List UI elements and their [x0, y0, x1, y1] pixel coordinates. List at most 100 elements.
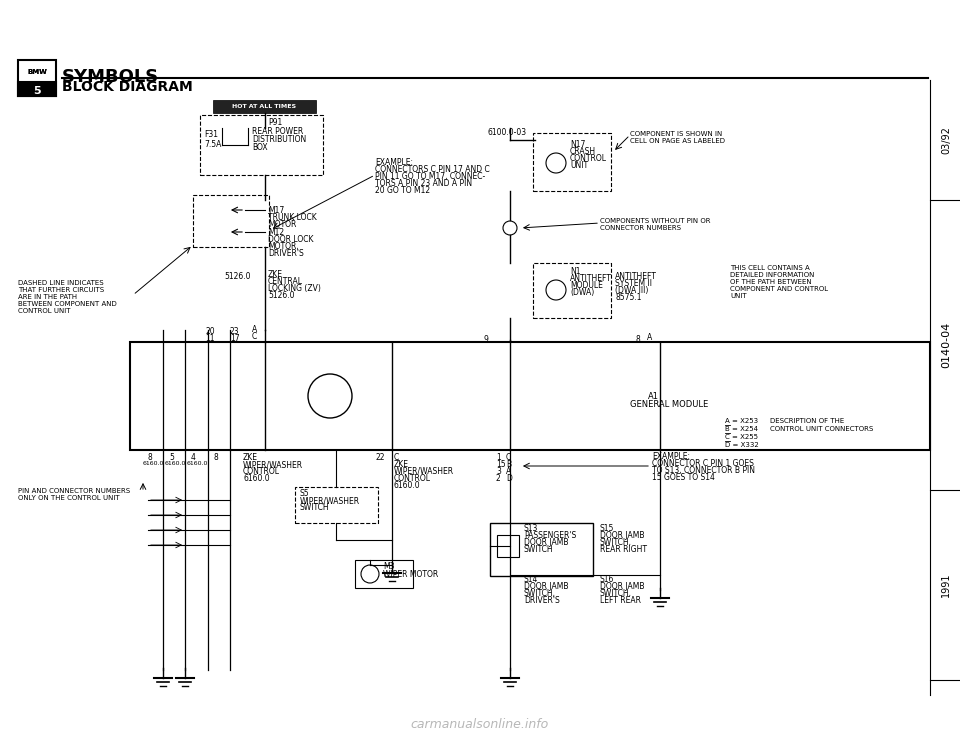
Text: 15 GOES TO S14: 15 GOES TO S14	[652, 473, 715, 482]
Text: CONTROL: CONTROL	[394, 474, 431, 483]
Text: SWITCH,: SWITCH,	[524, 589, 556, 598]
Text: 8: 8	[147, 453, 152, 462]
Text: C: C	[252, 332, 257, 341]
Text: 7.5A: 7.5A	[204, 140, 222, 149]
Text: TRUNK LOCK: TRUNK LOCK	[268, 213, 317, 222]
Text: CONNECTORS C PIN 17 AND C: CONNECTORS C PIN 17 AND C	[375, 165, 490, 174]
Text: 8575.1: 8575.1	[615, 293, 641, 302]
Text: 15: 15	[496, 460, 506, 469]
Text: 5126.0: 5126.0	[268, 291, 295, 300]
Text: CONTROL UNIT: CONTROL UNIT	[18, 308, 70, 314]
Text: 6160.0: 6160.0	[143, 461, 164, 466]
Text: C: C	[506, 453, 512, 462]
Text: SWITCH,: SWITCH,	[600, 589, 632, 598]
Text: PIN AND CONNECTOR NUMBERS: PIN AND CONNECTOR NUMBERS	[18, 488, 131, 494]
Text: 2: 2	[496, 474, 501, 483]
Text: (DWA): (DWA)	[570, 288, 594, 297]
Text: SYMBOLS: SYMBOLS	[62, 68, 159, 86]
Text: THAT FURTHER CIRCUITS: THAT FURTHER CIRCUITS	[18, 287, 104, 293]
Text: C: C	[394, 453, 399, 462]
Text: B = X254: B = X254	[725, 426, 758, 432]
Bar	[193, 195, 269, 247]
Bar	[18, 82, 56, 96]
Text: A: A	[647, 333, 652, 342]
Text: S14: S14	[524, 575, 539, 584]
Text: BLOCK DIAGRAM: BLOCK DIAGRAM	[62, 80, 193, 94]
Text: COMPONENT IS SHOWN IN: COMPONENT IS SHOWN IN	[630, 131, 722, 137]
Text: 8: 8	[214, 453, 219, 462]
Bar	[213, 100, 316, 113]
Text: PASSENGER'S: PASSENGER'S	[524, 531, 576, 540]
Text: CONTROL UNIT CONNECTORS: CONTROL UNIT CONNECTORS	[770, 426, 874, 432]
Bar	[18, 60, 56, 96]
Text: CONTROL: CONTROL	[243, 467, 280, 476]
Bar	[295, 487, 378, 523]
Text: WIPER/WASHER: WIPER/WASHER	[394, 467, 454, 476]
Bar	[355, 560, 413, 588]
Text: WIPER/WASHER: WIPER/WASHER	[300, 496, 360, 505]
Text: 11: 11	[205, 334, 214, 343]
Text: DOOR JAMB: DOOR JAMB	[524, 538, 568, 547]
Text: (DWA III): (DWA III)	[615, 286, 648, 295]
Text: DISTRIBUTION: DISTRIBUTION	[252, 135, 306, 144]
Text: A = X253: A = X253	[725, 418, 758, 424]
Text: S5: S5	[300, 489, 310, 498]
Text: MOTOR,: MOTOR,	[268, 242, 299, 251]
Text: DASHED LINE INDICATES: DASHED LINE INDICATES	[18, 280, 104, 286]
Text: CRASH: CRASH	[570, 147, 596, 156]
Text: D = X332: D = X332	[725, 442, 758, 448]
Text: M12: M12	[268, 228, 284, 237]
Text: CONNECTOR C PIN 1 GOES: CONNECTOR C PIN 1 GOES	[652, 459, 754, 468]
Text: 1: 1	[496, 453, 501, 462]
Text: 9: 9	[484, 335, 489, 344]
Text: carmanualsonline.info: carmanualsonline.info	[411, 719, 549, 731]
Bar	[533, 133, 611, 191]
Text: 6160.0: 6160.0	[165, 461, 186, 466]
Text: WIPER MOTOR: WIPER MOTOR	[383, 570, 439, 579]
Text: REAR POWER: REAR POWER	[252, 127, 303, 136]
Text: BETWEEN COMPONENT AND: BETWEEN COMPONENT AND	[18, 301, 117, 307]
Text: 5: 5	[34, 86, 41, 96]
Text: DETAILED INFORMATION: DETAILED INFORMATION	[730, 272, 814, 278]
Text: 5: 5	[169, 453, 174, 462]
Text: N17: N17	[570, 140, 586, 149]
Text: THIS CELL CONTAINS A: THIS CELL CONTAINS A	[730, 265, 809, 271]
Text: D: D	[506, 474, 512, 483]
Text: MODULE: MODULE	[570, 281, 603, 290]
Text: 0140-04: 0140-04	[941, 322, 951, 368]
Text: DOOR JAMB: DOOR JAMB	[600, 582, 644, 591]
Text: M3: M3	[383, 562, 395, 571]
Text: M17: M17	[268, 206, 284, 215]
Text: EXAMPLE:: EXAMPLE:	[375, 158, 413, 167]
Text: CENTRAL: CENTRAL	[268, 277, 303, 286]
Text: S13: S13	[524, 524, 539, 533]
Text: ZKE: ZKE	[243, 453, 258, 462]
Text: ZKE: ZKE	[394, 460, 409, 469]
Text: COMPONENTS WITHOUT PIN OR: COMPONENTS WITHOUT PIN OR	[600, 218, 710, 224]
Bar	[533, 263, 611, 318]
Text: F31: F31	[204, 130, 218, 139]
Text: BMW: BMW	[27, 69, 47, 75]
Text: DOOR JAMB: DOOR JAMB	[600, 531, 644, 540]
Text: B: B	[506, 460, 511, 469]
Text: DOOR JAMB: DOOR JAMB	[524, 582, 568, 591]
Bar	[497, 535, 519, 557]
Text: 1991: 1991	[941, 573, 951, 597]
Text: LEFT REAR: LEFT REAR	[600, 596, 641, 605]
Bar	[490, 523, 593, 576]
Text: 23: 23	[230, 327, 240, 336]
Text: TO S13, CONNECTOR B PIN: TO S13, CONNECTOR B PIN	[652, 466, 755, 475]
Text: 5126.0: 5126.0	[224, 272, 251, 281]
Text: CONNECTOR NUMBERS: CONNECTOR NUMBERS	[600, 225, 681, 231]
Text: GENERAL MODULE: GENERAL MODULE	[630, 400, 708, 409]
Text: WIPER/WASHER: WIPER/WASHER	[243, 460, 303, 469]
Text: S15: S15	[600, 524, 614, 533]
Text: 03/92: 03/92	[941, 126, 951, 154]
Bar	[200, 115, 323, 175]
Text: PIN 11 GO TO M17, CONNEC-: PIN 11 GO TO M17, CONNEC-	[375, 172, 485, 181]
Text: COMPONENT AND CONTROL: COMPONENT AND CONTROL	[730, 286, 828, 292]
Text: 20: 20	[205, 327, 215, 336]
Text: 6160.0: 6160.0	[394, 481, 420, 490]
Text: A1: A1	[648, 392, 659, 401]
Text: DRIVER'S: DRIVER'S	[524, 596, 560, 605]
